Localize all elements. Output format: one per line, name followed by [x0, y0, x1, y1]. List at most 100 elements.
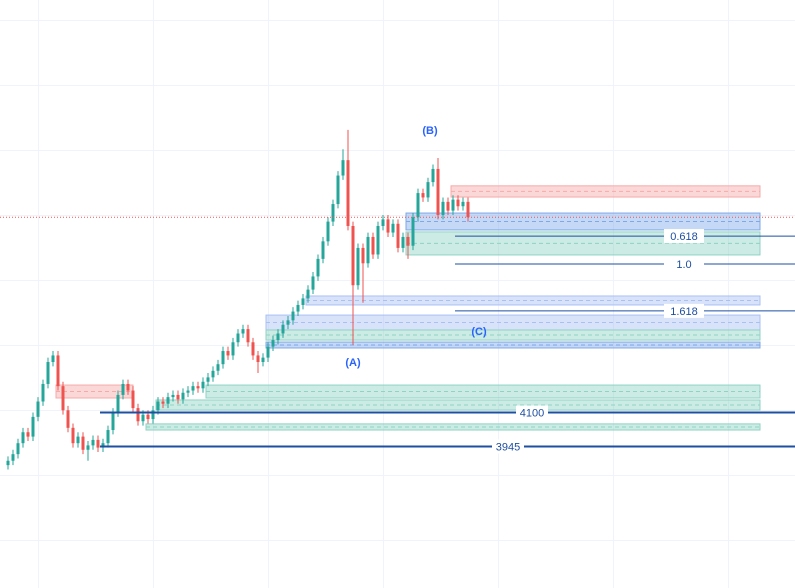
candle-body	[431, 168, 435, 183]
candle-body	[316, 258, 320, 277]
candle-body	[246, 329, 250, 343]
candle-body	[131, 390, 135, 409]
candle-body	[346, 160, 350, 226]
candle-body	[91, 439, 95, 446]
candle-body	[271, 340, 275, 347]
candle-body	[286, 320, 290, 325]
candle-body	[371, 236, 375, 255]
wave-label: (A)	[345, 357, 361, 369]
candle-body	[136, 408, 140, 422]
candle-body	[396, 223, 400, 248]
fib-label-bg	[664, 303, 704, 318]
fib-label: 0.618	[670, 231, 698, 243]
candle-body	[6, 460, 10, 466]
candle-body	[86, 445, 90, 450]
candle-body	[331, 204, 335, 222]
candle-body	[71, 427, 75, 444]
candle-body	[51, 355, 55, 363]
candle-body	[121, 383, 125, 395]
candle-body	[326, 221, 330, 242]
candle-body	[361, 247, 365, 264]
candle-body	[306, 289, 310, 299]
candle-body	[201, 381, 205, 389]
candle-body	[171, 394, 175, 398]
candle-body	[421, 193, 425, 198]
wave-label: (C)	[471, 326, 487, 338]
candle-body	[241, 329, 245, 334]
candle-body	[226, 351, 230, 356]
candle-body	[291, 311, 295, 321]
candle-body	[181, 392, 185, 400]
level-label-bg	[516, 405, 548, 420]
candle-body	[221, 351, 225, 365]
candle-body	[56, 355, 60, 387]
candle-body	[161, 401, 165, 404]
candle-body	[151, 410, 155, 420]
candle-body	[441, 201, 445, 216]
candle-body	[211, 370, 215, 378]
candle-body	[461, 201, 465, 207]
candle-body	[406, 236, 410, 246]
fib-label-bg	[664, 229, 704, 244]
candle-body	[321, 241, 325, 259]
candle-body	[276, 333, 280, 341]
wave-label: (B)	[422, 125, 438, 137]
candle-body	[411, 217, 415, 246]
candle-body	[116, 394, 120, 413]
candle-body	[261, 357, 265, 363]
candle-body	[356, 247, 360, 286]
candle-body	[106, 430, 110, 444]
candle-body	[206, 377, 210, 382]
candle-body	[196, 386, 200, 389]
candle-body	[81, 436, 85, 450]
candle-body	[416, 193, 420, 218]
fib-label-bg	[664, 256, 704, 271]
candle-body	[341, 160, 345, 176]
candle-body	[376, 225, 380, 255]
candle-body	[456, 199, 460, 207]
candle-body	[231, 342, 235, 356]
candle-body	[96, 439, 100, 448]
candle-body	[186, 390, 190, 393]
candle-body	[466, 201, 470, 218]
candle-body	[66, 410, 70, 428]
candle-body	[366, 236, 370, 264]
candle-body	[266, 346, 270, 358]
candle-body	[381, 219, 385, 226]
candle-body	[11, 454, 15, 461]
candle-body	[61, 386, 65, 411]
level-label-bg	[492, 439, 524, 454]
level-label: 4100	[520, 407, 544, 419]
candle-body	[336, 175, 340, 205]
candle-body	[351, 225, 355, 286]
candle-body	[16, 443, 20, 455]
candle-body	[46, 362, 50, 384]
candle-body	[391, 223, 395, 233]
candle-body	[101, 443, 105, 448]
candle-body	[426, 182, 430, 198]
candle-body	[446, 201, 450, 211]
candle-body	[26, 432, 30, 437]
candle-body	[296, 304, 300, 312]
candle-body	[401, 236, 405, 248]
candle-body	[311, 276, 315, 290]
candle-body	[191, 386, 195, 391]
candle-body	[251, 342, 255, 356]
candle-body	[451, 199, 455, 211]
candle-body	[301, 298, 305, 305]
candle-body	[31, 416, 35, 437]
candle-body	[126, 383, 130, 391]
candle-body	[176, 394, 180, 400]
candle-body	[236, 333, 240, 343]
fib-label: 1.0	[676, 259, 691, 271]
candle-body	[21, 432, 25, 444]
candle-body	[256, 355, 260, 363]
level-label: 3945	[496, 441, 520, 453]
candle-body	[156, 401, 160, 411]
fib-label: 1.618	[670, 306, 698, 318]
candle-body	[216, 364, 220, 371]
candle-body	[36, 401, 40, 417]
candle-body	[111, 412, 115, 431]
